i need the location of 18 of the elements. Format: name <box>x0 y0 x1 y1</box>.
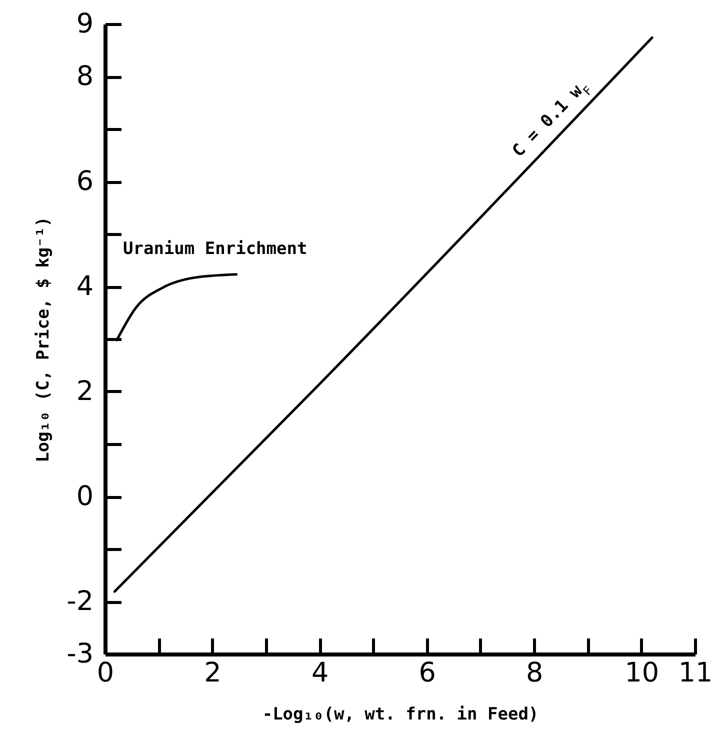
x-tick-label: 4 <box>311 658 329 688</box>
y-tick-label: 2 <box>76 376 94 407</box>
x-tick-label: 2 <box>204 658 222 688</box>
x-tick-label: 6 <box>418 658 436 688</box>
y-tick-label: 8 <box>76 61 94 92</box>
annotation: Uranium Enrichment <box>123 239 308 259</box>
x-tick-label: 10 <box>624 658 660 688</box>
x-tick-label: 8 <box>526 658 544 688</box>
y-tick-label: 0 <box>76 481 94 512</box>
y-tick-label: 4 <box>76 271 94 302</box>
x-axis-title: -Log₁₀(w, wt. frn. in Feed) <box>262 704 539 724</box>
y-tick-label: -3 <box>66 638 94 670</box>
y-tick-label: 6 <box>76 166 94 197</box>
y-tick-label: 9 <box>76 8 94 40</box>
y-tick-label: -2 <box>66 586 94 617</box>
y-axis-title: Log₁₀ (C, Price, $ kg⁻¹) <box>34 216 54 462</box>
x-tick-label: 11 <box>678 658 713 688</box>
x-tick-label: 0 <box>96 658 114 688</box>
